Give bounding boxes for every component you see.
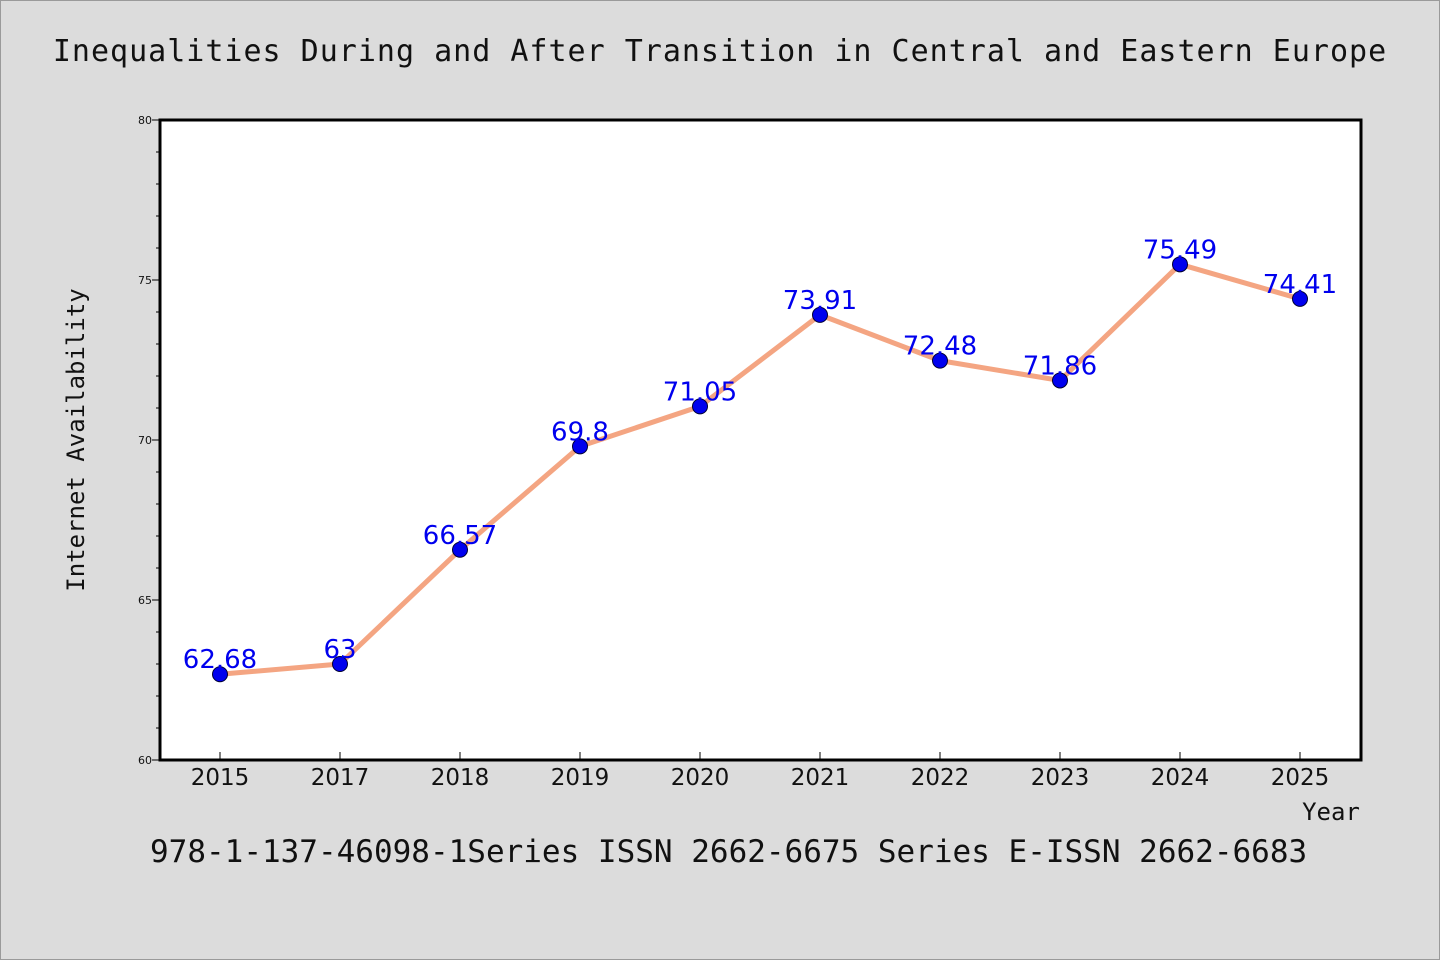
y-tick-label: 65 xyxy=(138,594,152,607)
y-tick-label: 60 xyxy=(138,754,152,767)
chart-title: Inequalities During and After Transition… xyxy=(52,34,1388,69)
data-label: 66.57 xyxy=(423,521,497,551)
x-tick-label: 2017 xyxy=(311,765,370,791)
data-point xyxy=(332,656,348,672)
data-label: 75.49 xyxy=(1143,235,1217,265)
y-tick-label: 80 xyxy=(138,114,152,127)
x-tick-label: 2018 xyxy=(431,765,490,791)
data-point xyxy=(572,438,588,455)
data-point xyxy=(452,541,468,558)
data-label: 62.68 xyxy=(183,645,257,675)
data-label: 72.48 xyxy=(903,332,977,362)
series-line xyxy=(217,261,1303,677)
plot-border xyxy=(158,118,1363,762)
x-tick-label: 2020 xyxy=(671,765,730,791)
y-tick-label: 70 xyxy=(138,434,152,447)
x-tick-label: 2025 xyxy=(1271,765,1330,791)
data-label: 74.41 xyxy=(1263,270,1337,300)
x-tick-label: 2021 xyxy=(791,765,850,791)
data-point xyxy=(212,666,228,683)
data-label: 63 xyxy=(323,635,356,665)
x-axis: 2015 2017 2018 2019 2020 2021 2022 2023 2024 2025 xyxy=(191,752,1330,791)
data-point xyxy=(812,306,828,323)
data-point xyxy=(692,398,708,415)
data-point xyxy=(1052,372,1068,389)
series-group: 62.68 63 66.57 69.8 71.05 73.91 72.48 71.86 75.4… xyxy=(183,235,1337,683)
x-tick-label: 2015 xyxy=(191,765,250,791)
x-tick-label: 2024 xyxy=(1151,765,1210,791)
data-point xyxy=(932,352,948,369)
isbn-footer: 978-1-137-46098-1Series ISSN 2662-6675 S… xyxy=(150,834,1308,870)
data-label: 69.8 xyxy=(551,417,609,447)
x-tick-label: 2019 xyxy=(551,765,610,791)
data-label: 71.05 xyxy=(663,377,737,407)
x-tick-label: 2022 xyxy=(911,765,970,791)
y-axis-label: Internet Availability xyxy=(62,288,90,591)
y-tick-label: 75 xyxy=(138,274,152,287)
data-point xyxy=(1172,256,1188,273)
data-label: 71.86 xyxy=(1023,351,1097,381)
x-tick-label: 2023 xyxy=(1031,765,1090,791)
data-point xyxy=(1292,290,1308,307)
x-axis-label: Year xyxy=(1302,798,1360,826)
y-axis: 60 65 70 75 80 xyxy=(138,114,160,767)
data-label: 73.91 xyxy=(783,286,857,316)
plot-area xyxy=(160,120,1361,760)
